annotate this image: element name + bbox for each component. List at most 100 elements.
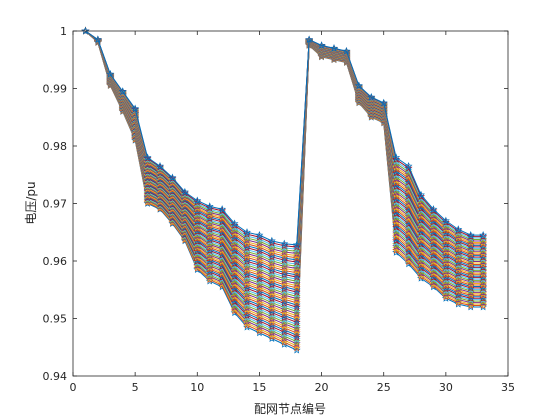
series-marker — [81, 26, 90, 35]
series-line — [85, 30, 484, 319]
series-marker — [441, 272, 450, 280]
series-marker — [305, 35, 314, 43]
series-line — [85, 30, 484, 280]
series-marker — [392, 211, 401, 219]
series-marker — [392, 161, 401, 169]
series-line — [85, 30, 484, 278]
series-marker — [441, 248, 450, 256]
x-tick-label: 15 — [252, 381, 266, 394]
series-marker — [230, 250, 239, 258]
series-marker — [143, 153, 152, 161]
series-line — [85, 30, 484, 270]
series-marker — [230, 239, 239, 247]
series-marker — [230, 230, 239, 238]
series-marker — [106, 70, 115, 78]
series-marker — [330, 44, 338, 52]
series-marker — [417, 192, 425, 200]
series-marker — [392, 236, 401, 245]
series-marker — [454, 231, 463, 239]
series-marker — [392, 168, 401, 177]
series-line — [85, 30, 484, 261]
series-marker — [392, 230, 401, 239]
series-marker — [392, 213, 401, 221]
series-line — [85, 30, 484, 259]
series-marker — [392, 190, 401, 198]
series-marker — [230, 223, 239, 231]
series-marker — [392, 153, 401, 161]
series-marker — [230, 234, 239, 242]
series-line — [85, 30, 484, 295]
series-marker — [392, 172, 401, 181]
series-marker — [193, 196, 202, 204]
series-marker — [441, 286, 450, 294]
series-marker — [205, 273, 214, 282]
series-marker — [392, 176, 401, 185]
series-marker — [392, 215, 401, 223]
series-line — [85, 30, 484, 272]
series-marker — [441, 289, 450, 297]
series-marker — [441, 268, 450, 277]
series-marker — [205, 272, 214, 280]
series-marker — [230, 235, 239, 244]
y-tick-label: 0.99 — [43, 83, 68, 96]
series-marker — [441, 270, 450, 278]
series-marker — [392, 192, 401, 200]
series-marker — [93, 35, 102, 43]
series-marker — [392, 234, 401, 243]
series-marker — [392, 203, 401, 212]
series-line — [85, 30, 484, 336]
series-marker — [292, 242, 301, 251]
series-marker — [392, 225, 401, 233]
series-marker — [392, 248, 401, 256]
series-line — [85, 30, 484, 306]
series-marker — [255, 231, 264, 239]
series-marker — [441, 254, 450, 263]
series-line — [85, 30, 484, 317]
series-line — [85, 30, 484, 298]
series-line — [85, 30, 484, 300]
series-marker — [441, 216, 450, 225]
series-marker — [193, 199, 202, 207]
series-line — [85, 30, 484, 328]
series-marker — [429, 206, 438, 215]
series-marker — [392, 232, 401, 241]
series-marker — [441, 260, 450, 269]
series-marker — [392, 155, 401, 163]
series-marker — [466, 231, 475, 239]
series-line — [85, 30, 484, 302]
series-marker — [441, 284, 450, 293]
series-marker — [479, 231, 488, 239]
x-ticks: 0 5 10 15 20 25 30 35 — [70, 31, 515, 394]
series-marker — [454, 232, 463, 241]
series-marker — [392, 209, 401, 217]
series-line — [85, 30, 484, 304]
series-marker — [218, 206, 227, 215]
series-marker — [392, 180, 401, 188]
series-line — [85, 30, 484, 287]
series-marker — [230, 228, 239, 237]
x-tick-label: 5 — [132, 381, 139, 394]
series-line — [85, 30, 484, 349]
x-tick-label: 25 — [377, 381, 391, 394]
series-marker — [267, 236, 276, 245]
series-line — [85, 30, 484, 338]
series-marker — [230, 219, 239, 227]
series-marker — [417, 190, 425, 199]
series-marker — [441, 256, 450, 264]
series-marker — [156, 162, 164, 170]
series-line — [85, 30, 484, 274]
y-tick-label: 0.98 — [43, 140, 68, 153]
x-tick-label: 35 — [501, 381, 515, 394]
series-marker — [230, 232, 239, 240]
series-line — [85, 30, 484, 255]
series-marker — [230, 221, 239, 229]
series-marker — [392, 174, 401, 183]
series-marker — [230, 241, 239, 249]
series-marker — [441, 249, 450, 258]
series-marker — [441, 238, 450, 247]
series-marker — [230, 248, 239, 257]
x-tick-label: 10 — [190, 381, 204, 394]
series-marker — [417, 269, 425, 277]
series-marker — [441, 243, 450, 252]
series-line — [85, 30, 484, 315]
